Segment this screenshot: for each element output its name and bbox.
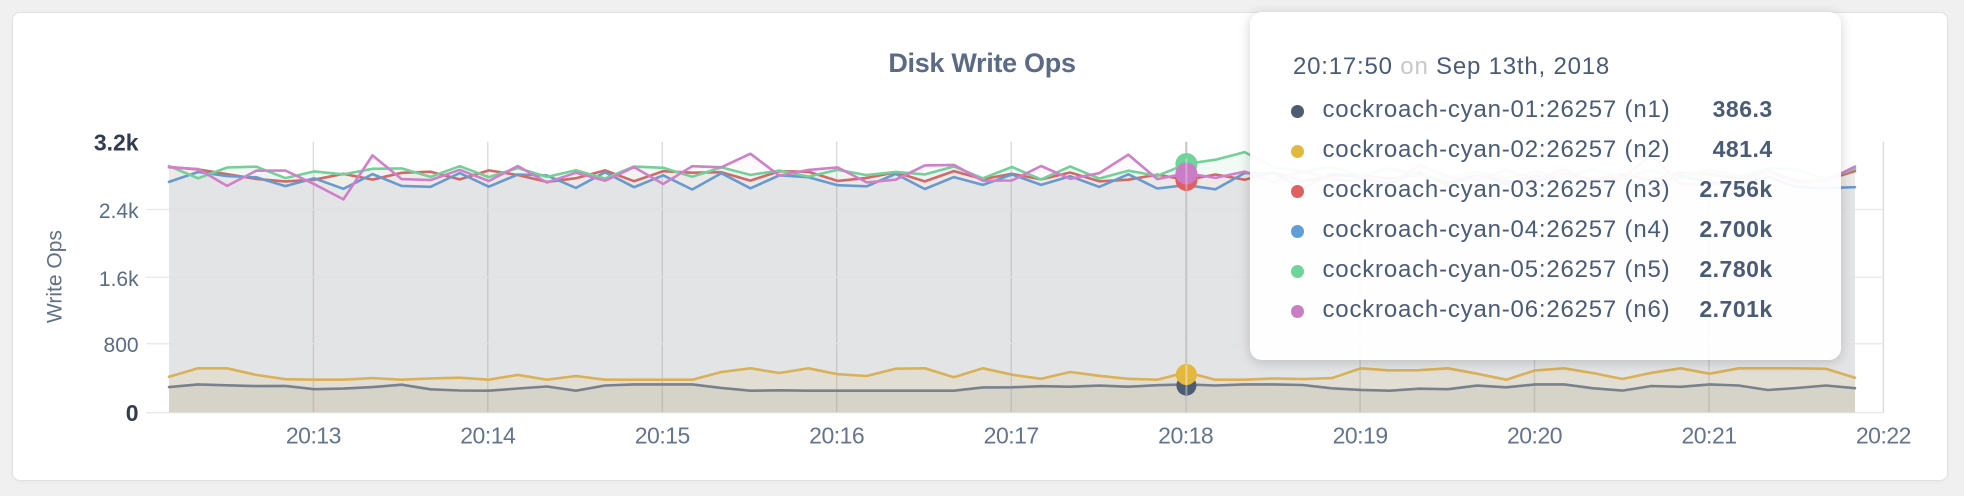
svg-text:800: 800 xyxy=(104,334,139,357)
svg-text:20:14: 20:14 xyxy=(460,423,516,449)
svg-text:20:13: 20:13 xyxy=(286,423,341,449)
svg-text:20:20: 20:20 xyxy=(1507,423,1562,449)
svg-text:20:16: 20:16 xyxy=(809,423,864,449)
svg-text:Write Ops: Write Ops xyxy=(44,230,67,323)
svg-text:1.6k: 1.6k xyxy=(99,268,139,291)
svg-text:20:21: 20:21 xyxy=(1681,423,1736,449)
svg-text:20:19: 20:19 xyxy=(1333,423,1388,449)
svg-text:2.4k: 2.4k xyxy=(99,200,139,223)
svg-text:20:17: 20:17 xyxy=(984,423,1039,449)
svg-text:20:15: 20:15 xyxy=(635,423,690,449)
svg-text:3.2k: 3.2k xyxy=(94,129,139,155)
svg-text:20:18: 20:18 xyxy=(1158,423,1213,449)
svg-text:20:22: 20:22 xyxy=(1856,423,1911,449)
svg-text:0: 0 xyxy=(126,400,139,426)
